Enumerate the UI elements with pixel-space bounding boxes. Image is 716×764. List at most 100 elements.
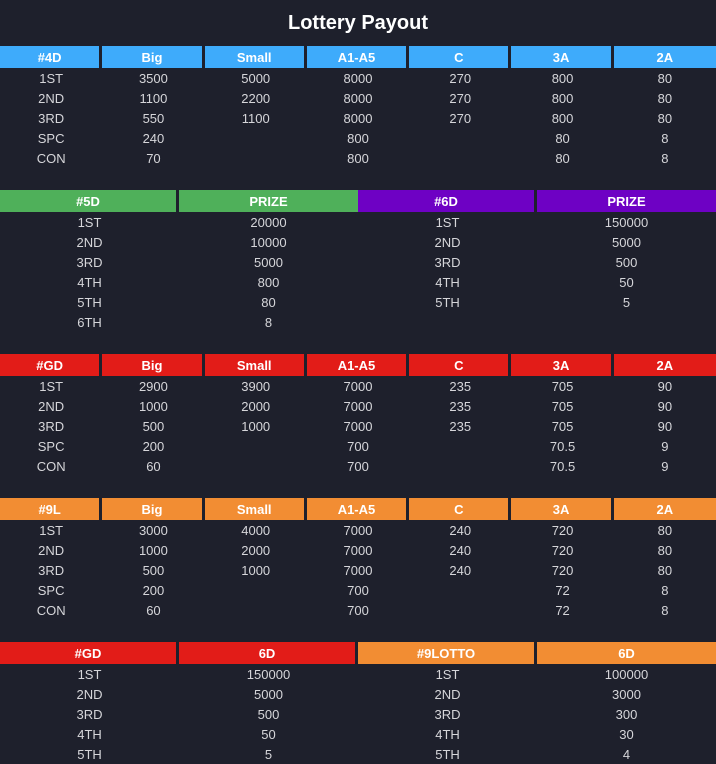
table-cell: CON (36, 458, 66, 474)
table-cell: 240 (449, 542, 472, 558)
table-cell: 150000 (246, 666, 291, 682)
table-row: CON 70 800 80 8 (0, 148, 716, 168)
table-cell: 4000 (241, 522, 271, 538)
table-row: SPC 200 700 72 8 (0, 580, 716, 600)
table-cell: 240 (142, 130, 165, 146)
table-cell: 200 (142, 438, 165, 454)
column-header: Big (102, 46, 205, 68)
table-row: 1ST 2900 3900 7000 235 705 90 (0, 376, 716, 396)
table-cell: 2ND (38, 542, 65, 558)
table-cell: 1ST (39, 522, 64, 538)
table-4d: #4D Big Small A1-A5 C 3A 2A 1ST 3500 5000 8000 270 8… (0, 46, 716, 168)
column-header: 3A (511, 354, 614, 376)
header-row: #4D Big Small A1-A5 C 3A 2A (0, 46, 716, 68)
table-gd: #GD Big Small A1-A5 C 3A 2A 1ST 2900 3900 7000 235 7… (0, 354, 716, 476)
table-cell: 1ST (77, 666, 102, 682)
table-cell: 705 (551, 398, 574, 414)
table-cell: 5TH (77, 746, 102, 762)
table-cell: 8 (661, 130, 669, 146)
table-row: 4TH 800 4TH 50 (0, 272, 716, 292)
table-row: 1ST 150000 1ST 100000 (0, 664, 716, 684)
table-row: 4TH 50 4TH 30 (0, 724, 716, 744)
table-row: 1ST 20000 1ST 150000 (0, 212, 716, 232)
column-header: Small (204, 354, 307, 376)
table-cell: 705 (551, 418, 574, 434)
table-cell (409, 580, 511, 600)
table-cell: 700 (347, 458, 369, 474)
table-cell: 1100 (139, 90, 168, 106)
table-row: 1ST 3500 5000 8000 270 800 80 (0, 68, 716, 88)
table-cell: 80 (657, 70, 673, 86)
table-cell: 5000 (612, 234, 641, 250)
table-cell: 70.5 (549, 438, 576, 454)
table-cell: 2ND (76, 234, 103, 250)
table-cell: 800 (257, 274, 280, 290)
table-cell: 3RD (38, 562, 65, 578)
table-cell: 550 (142, 110, 165, 126)
table-cell: 200 (142, 582, 165, 598)
table-cell (409, 148, 511, 168)
table-cell: 720 (551, 562, 574, 578)
table-row: 5TH 5 5TH 4 (0, 744, 716, 764)
table-cell: SPC (37, 438, 65, 454)
table-cell: 800 (347, 150, 369, 166)
table-cell: 2200 (241, 90, 271, 106)
table-cell: 80 (657, 110, 673, 126)
table-cell: 8 (661, 582, 669, 598)
table-cell: 150000 (604, 214, 649, 230)
table-cell: 60 (146, 458, 161, 474)
table-cell: 800 (551, 90, 574, 106)
column-header: 6D (179, 642, 358, 664)
table-cell: 500 (257, 706, 280, 722)
column-header: 2A (613, 46, 716, 68)
table-cell: 2ND (38, 398, 65, 414)
table-cell: 80 (657, 542, 673, 558)
table-cell (205, 600, 307, 620)
table-cell: 2ND (76, 686, 103, 702)
table-cell: 9 (661, 458, 669, 474)
column-header: #GD (0, 642, 179, 664)
table-cell: 700 (347, 602, 369, 618)
table-cell: 235 (449, 418, 472, 434)
column-header: #5D (0, 190, 179, 212)
table-row: SPC 200 700 70.5 9 (0, 436, 716, 456)
table-cell: 1ST (435, 214, 460, 230)
table-cell: 720 (551, 522, 574, 538)
table-cell: 5TH (435, 294, 460, 310)
table-cell: 4TH (435, 274, 460, 290)
table-cell: 3RD (76, 706, 103, 722)
table-cell: 1100 (241, 110, 270, 126)
table-cell: 2000 (241, 398, 271, 414)
table-gd-9lotto-6d: #GD 6D #9LOTTO 6D 1ST 150000 1ST 100000 2ND 5000 2… (0, 642, 716, 764)
table-row: 3RD 5000 3RD 500 (0, 252, 716, 272)
table-cell: 5TH (77, 294, 102, 310)
column-header: A1-A5 (306, 498, 410, 520)
column-header: C (409, 46, 512, 68)
table-cell: 72 (555, 582, 570, 598)
table-cell: 2900 (138, 378, 168, 394)
table-cell: 1ST (39, 378, 64, 394)
column-header: C (409, 354, 512, 376)
table-cell (205, 580, 307, 600)
table-cell: 3000 (612, 686, 641, 702)
table-cell: 1000 (241, 562, 271, 578)
table-cell: 50 (619, 274, 634, 290)
table-row: CON 60 700 72 8 (0, 600, 716, 620)
table-cell: 3500 (138, 70, 168, 86)
table-cell (409, 600, 511, 620)
table-row: 2ND 5000 2ND 3000 (0, 684, 716, 704)
table-cell: 70.5 (549, 458, 576, 474)
table-cell: SPC (37, 582, 65, 598)
table-cell: 7000 (343, 562, 373, 578)
table-cell (409, 436, 511, 456)
table-cell: 700 (347, 582, 369, 598)
table-row: 1ST 3000 4000 7000 240 720 80 (0, 520, 716, 540)
header-row: #GD Big Small A1-A5 C 3A 2A (0, 354, 716, 376)
column-header: Big (102, 354, 205, 376)
table-cell: 20000 (250, 214, 287, 230)
table-cell: CON (36, 602, 66, 618)
table-cell: 7000 (343, 418, 373, 434)
table-cell: 4TH (77, 726, 102, 742)
table-cell: 3000 (138, 522, 168, 538)
header-row: #9L Big Small A1-A5 C 3A 2A (0, 498, 716, 520)
